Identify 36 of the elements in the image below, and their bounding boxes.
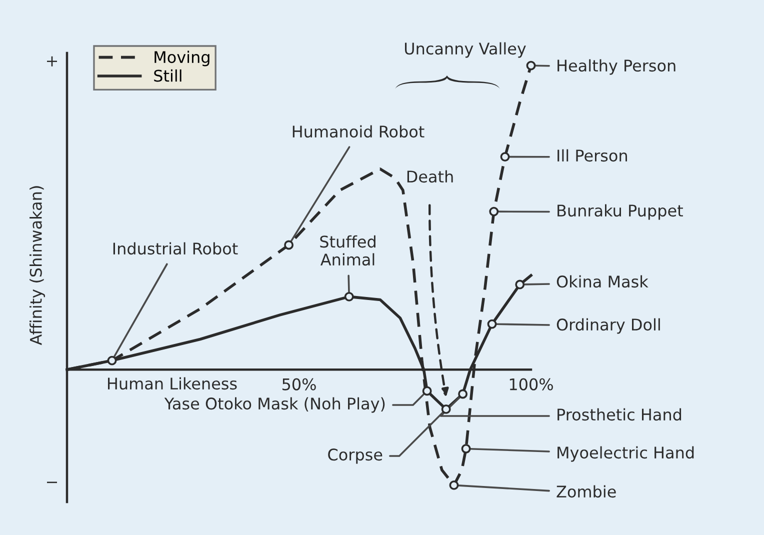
point [500,152,510,162]
text: − [47,482,57,484]
x-axis-title: Human Likeness [108,377,237,390]
legend-label: Still [154,69,182,82]
annotation: Myoelectric Hand [558,446,694,462]
point [515,280,525,290]
point [489,206,499,216]
point [458,389,468,399]
y-axis-title: Affinity (Shinwakan) [30,186,45,346]
annotation: Industrial Robot [113,242,238,255]
point [107,356,117,366]
annotation: Prosthetic Hand [558,408,682,421]
text: + [47,56,57,66]
point [526,60,536,70]
annotation: Bunraku Puppet [558,204,683,220]
annotation: Corpse [328,448,382,464]
annotation: Ill Person [558,149,627,162]
annotation: Okina Mask [556,275,648,288]
annotation: Zombie [556,485,616,498]
annotation: Humanoid Robot [292,125,424,138]
annotation: Healthy Person [558,59,676,75]
point [487,319,497,329]
x-tick-label: 100% [510,378,553,390]
text: Uncanny Valley [404,42,526,58]
annotation: Ordinary Doll [556,318,660,334]
point [422,386,432,396]
annotation: Stuffed Animal [320,235,376,266]
point [344,292,354,302]
x-tick-label: 50% [282,378,316,390]
point [449,480,459,490]
point [461,444,471,454]
annotation: Yase Otoko Mask (Noh Play) [164,397,385,413]
point [284,240,294,250]
legend-label: Moving [154,50,210,66]
annotation: Death [407,170,453,183]
point [441,404,451,414]
